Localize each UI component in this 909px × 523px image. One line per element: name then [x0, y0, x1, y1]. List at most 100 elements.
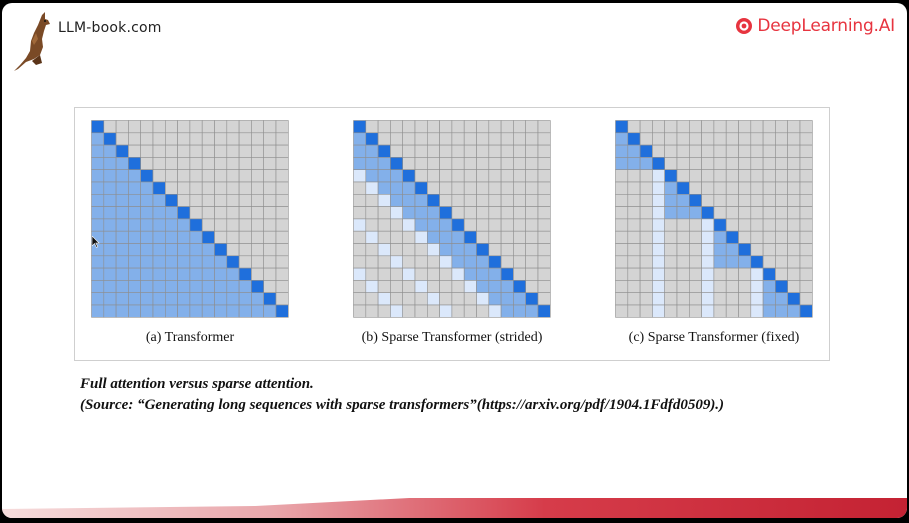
attention-cell — [365, 292, 379, 306]
attention-cell — [414, 194, 428, 207]
attention-cell — [165, 169, 178, 183]
attention-cell — [201, 206, 215, 220]
attention-cell — [725, 120, 739, 134]
attention-cell — [152, 181, 166, 195]
attention-cell — [439, 206, 453, 220]
attention-cell — [488, 132, 502, 146]
attention-cell — [652, 169, 666, 183]
attention-cell — [500, 304, 514, 318]
attention-cell — [701, 267, 715, 281]
deeplearning-brand[interactable]: DeepLearning.AI — [735, 16, 895, 36]
attention-cell — [762, 304, 776, 318]
attention-cell — [451, 120, 465, 134]
attention-cell — [115, 292, 129, 306]
attention-cell — [263, 157, 277, 171]
attention-cell — [725, 280, 739, 293]
attention-cell — [652, 267, 666, 281]
attention-cell — [615, 206, 629, 220]
attention-cell — [402, 255, 416, 269]
attention-cell — [353, 267, 367, 281]
attention-cell — [201, 194, 215, 207]
attention-cell — [165, 181, 178, 195]
attention-cell — [427, 181, 440, 195]
attention-cell — [537, 304, 551, 318]
attention-cell — [513, 267, 526, 281]
attention-cell — [251, 144, 264, 158]
attention-cell — [725, 194, 739, 207]
attention-cell — [128, 120, 142, 134]
attention-cell — [639, 292, 653, 306]
attention-cell — [214, 120, 228, 134]
attention-cell — [775, 292, 788, 306]
attention-cell — [275, 304, 289, 318]
attention-cell — [365, 280, 379, 293]
attention-cell — [725, 206, 739, 220]
attention-cell — [713, 157, 727, 171]
attention-cell — [439, 292, 453, 306]
attention-cell — [725, 169, 739, 183]
attention-cell — [251, 157, 264, 171]
attention-cell — [664, 267, 678, 281]
llm-book-brand[interactable]: LLM-book.com — [12, 11, 162, 73]
attention-cell — [713, 132, 727, 146]
attention-cell — [165, 255, 178, 269]
attention-cell — [275, 157, 289, 171]
attention-cell — [427, 194, 440, 207]
attention-cell — [275, 120, 289, 134]
attention-cell — [177, 292, 191, 306]
attention-cell — [152, 194, 166, 207]
attention-cell — [189, 181, 203, 195]
attention-cell — [377, 255, 391, 269]
attention-cell — [377, 230, 391, 244]
attention-cell — [251, 120, 264, 134]
attention-cell — [238, 194, 252, 207]
attention-cell — [750, 267, 764, 281]
attention-cell — [263, 144, 277, 158]
attention-cell — [787, 255, 801, 269]
attention-cell — [701, 243, 715, 257]
attention-cell — [390, 120, 404, 134]
attention-cell — [439, 218, 453, 232]
attention-cell — [214, 194, 228, 207]
attention-cell — [226, 120, 240, 134]
attention-cell — [476, 169, 490, 183]
attention-cell — [775, 132, 788, 146]
attention-cell — [476, 157, 490, 171]
attention-cell — [750, 243, 764, 257]
attention-cell — [390, 255, 404, 269]
attention-cell — [652, 120, 666, 134]
attention-cell — [762, 144, 776, 158]
attention-cell — [226, 255, 240, 269]
attention-cell — [787, 194, 801, 207]
attention-cell — [725, 292, 739, 306]
attention-cell — [451, 132, 465, 146]
attention-cell — [214, 304, 228, 318]
attention-cell — [402, 304, 416, 318]
attention-cell — [713, 144, 727, 158]
attention-cell — [476, 218, 490, 232]
attention-cell — [488, 267, 502, 281]
attention-cell — [750, 206, 764, 220]
attention-cell — [414, 157, 428, 171]
attention-cell — [353, 304, 367, 318]
attention-cell — [263, 169, 277, 183]
attention-cell — [627, 120, 641, 134]
attention-cell — [664, 243, 678, 257]
attention-cell — [537, 194, 551, 207]
attention-cell — [115, 280, 129, 293]
attention-cell — [713, 292, 727, 306]
attention-cell — [799, 255, 813, 269]
attention-cell — [689, 304, 702, 318]
attention-cell — [664, 206, 678, 220]
attention-cell — [525, 120, 539, 134]
attention-cell — [91, 144, 105, 158]
attention-cell — [238, 169, 252, 183]
attention-cell — [439, 280, 453, 293]
attention-cell — [201, 169, 215, 183]
attention-cell — [165, 304, 178, 318]
attention-cell — [201, 120, 215, 134]
attention-cell — [377, 206, 391, 220]
attention-cell — [251, 243, 264, 257]
attention-cell — [689, 194, 702, 207]
attention-cell — [115, 243, 129, 257]
